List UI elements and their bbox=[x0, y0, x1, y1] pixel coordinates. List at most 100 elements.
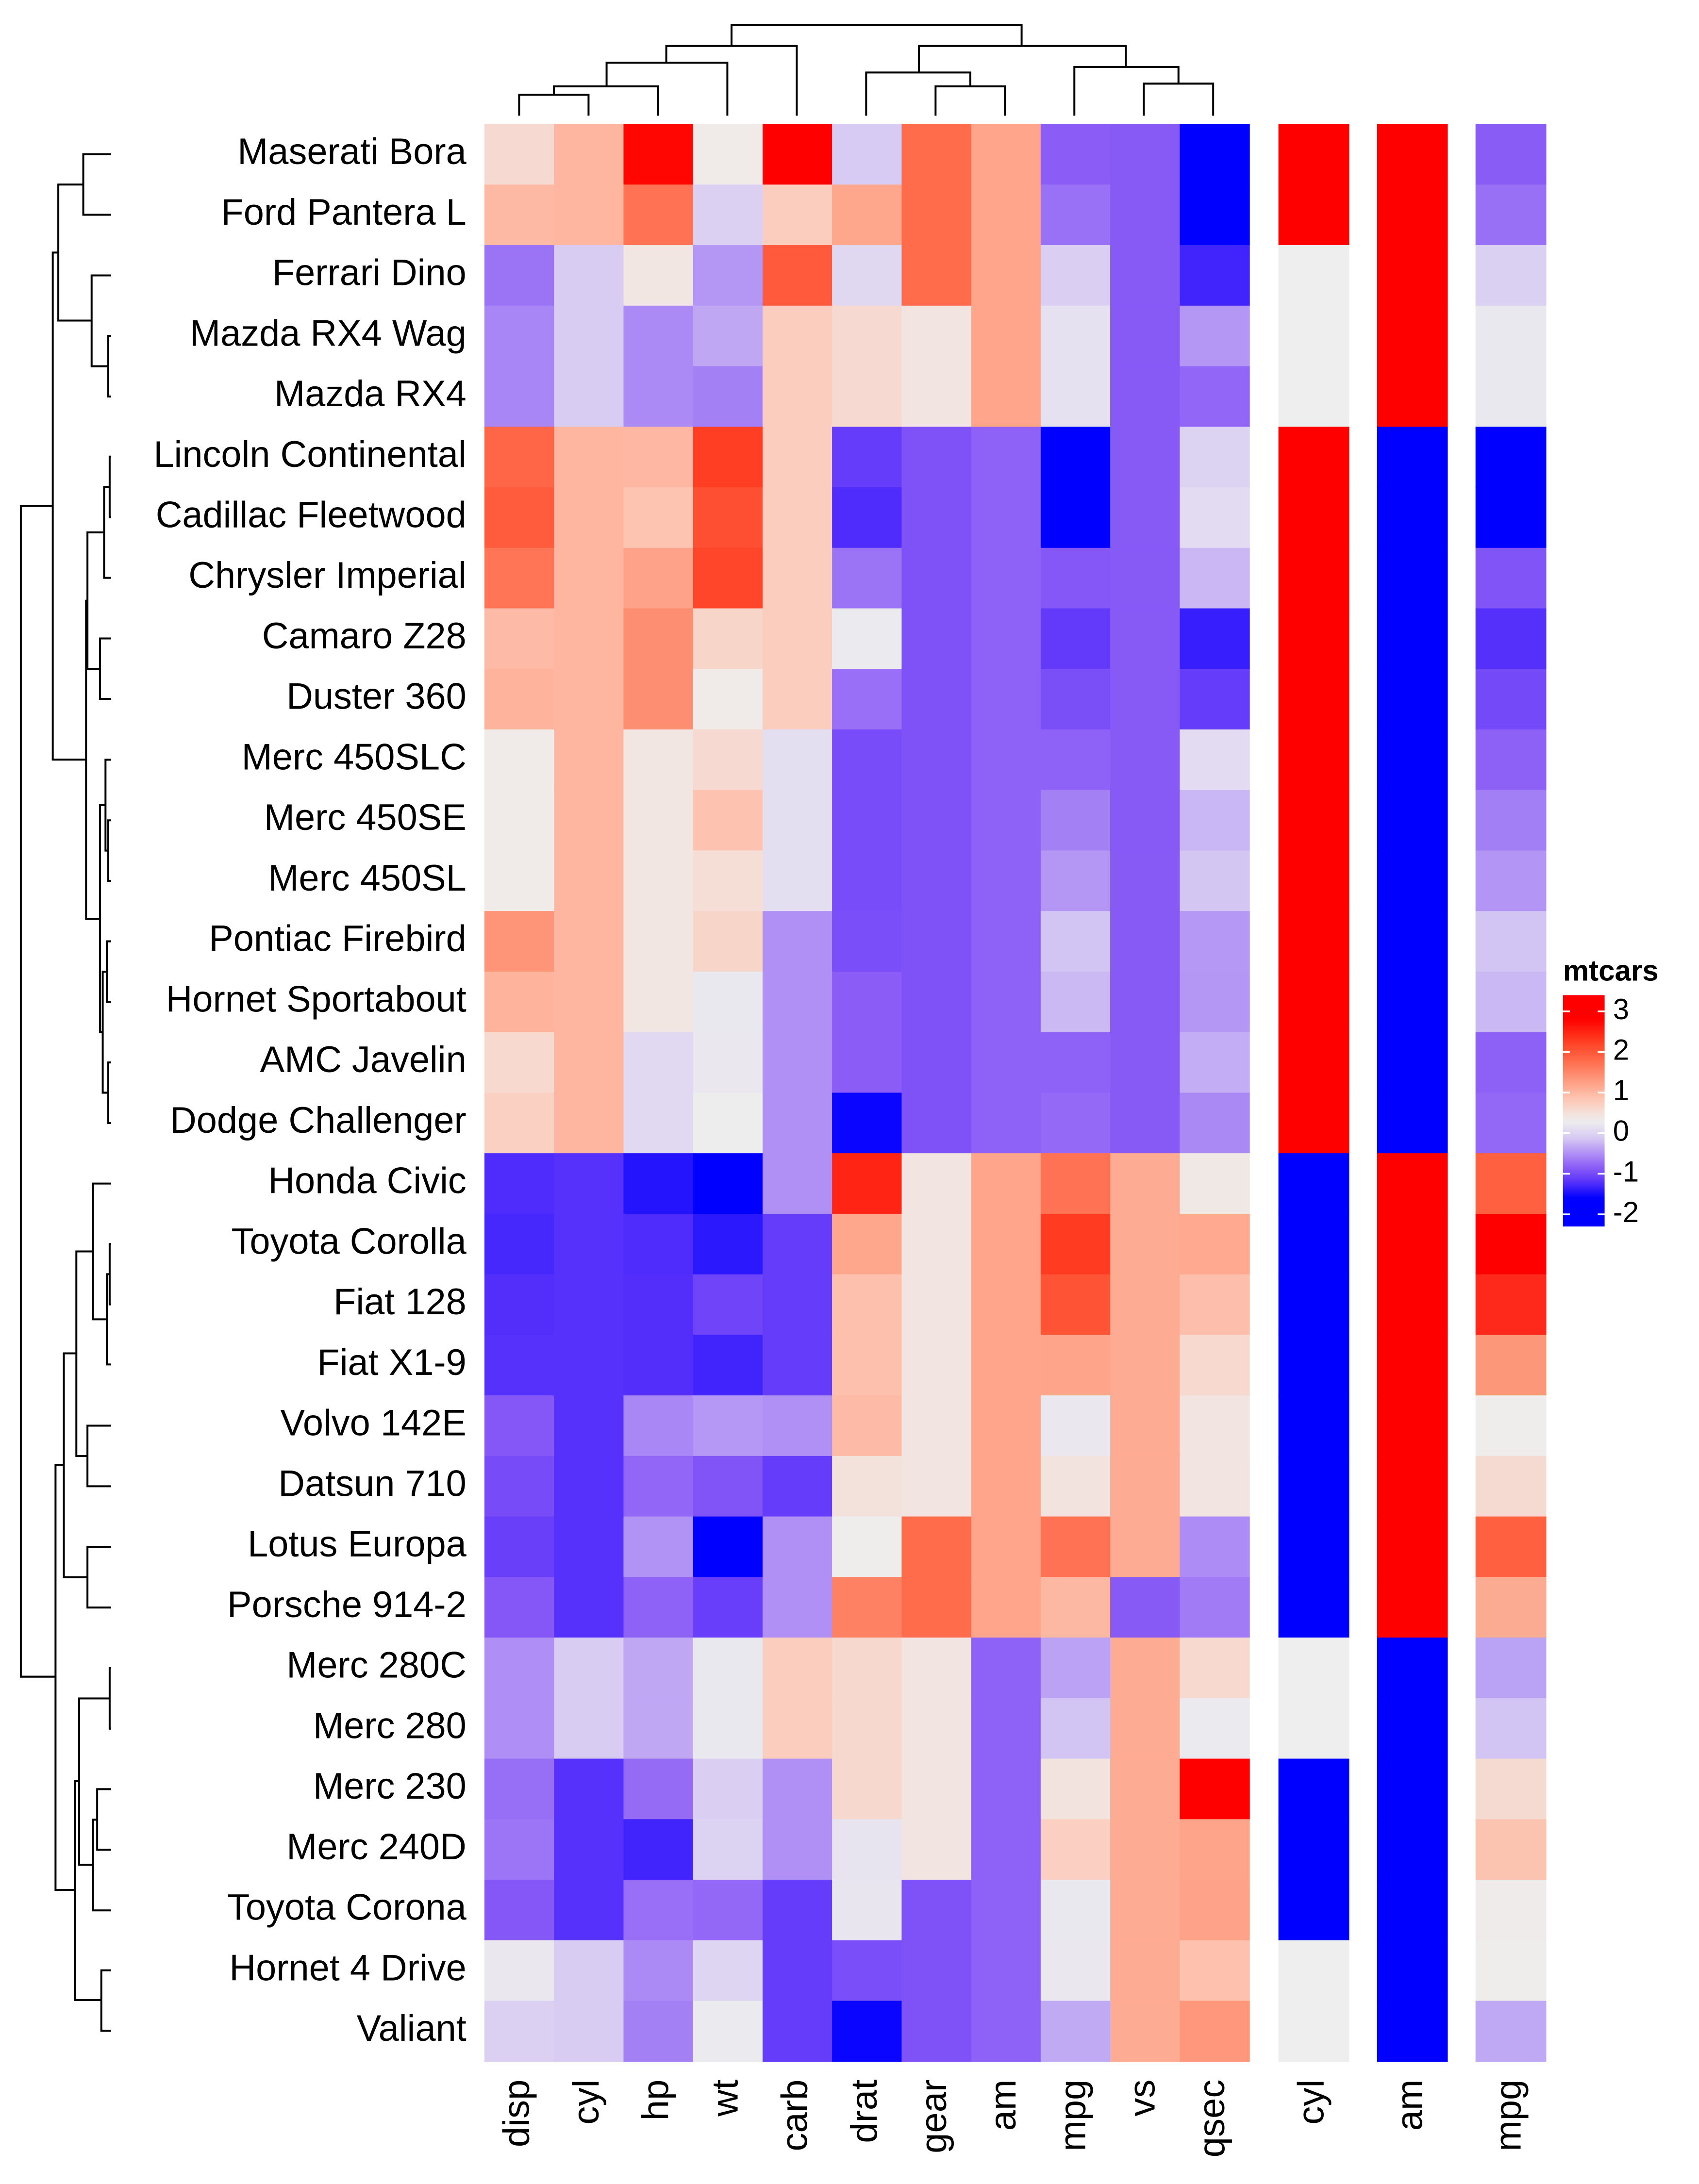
column-label: wt bbox=[704, 2080, 746, 2117]
annotation-cell bbox=[1278, 1395, 1349, 1457]
row-label: Toyota Corolla bbox=[232, 1221, 467, 1262]
row-label: Fiat 128 bbox=[333, 1281, 466, 1323]
heatmap-cell bbox=[1110, 1698, 1181, 1759]
heatmap-cell bbox=[554, 2001, 624, 2062]
heatmap-cell bbox=[484, 1092, 555, 1154]
heatmap-cell bbox=[832, 547, 902, 609]
heatmap-cell bbox=[554, 1092, 624, 1154]
annotation-cell bbox=[1377, 1092, 1448, 1154]
heatmap-cell bbox=[484, 1516, 555, 1578]
annotation-cell bbox=[1475, 1153, 1547, 1215]
heatmap-cell bbox=[971, 2001, 1041, 2062]
heatmap-cell bbox=[901, 729, 972, 791]
heatmap-cell bbox=[762, 305, 833, 367]
heatmap-cell bbox=[1110, 1335, 1181, 1396]
heatmap-cell bbox=[1110, 850, 1181, 912]
heatmap-cell bbox=[901, 1577, 972, 1638]
heatmap-cell bbox=[901, 366, 972, 428]
heatmap-cell bbox=[1110, 729, 1181, 791]
heatmap-cell bbox=[484, 1698, 555, 1759]
heatmap-cell bbox=[1110, 971, 1181, 1033]
heatmap-cell bbox=[1110, 1153, 1181, 1215]
annotation-cell bbox=[1278, 911, 1349, 973]
heatmap-cell bbox=[901, 1335, 972, 1396]
row-label: Mazda RX4 Wag bbox=[190, 313, 466, 354]
heatmap-cell bbox=[693, 1335, 764, 1396]
heatmap-cell bbox=[971, 1032, 1041, 1093]
heatmap-cell bbox=[1110, 1758, 1181, 1820]
heatmap-cell bbox=[971, 1516, 1041, 1578]
heatmap-cell bbox=[901, 427, 972, 488]
heatmap-cell bbox=[1040, 184, 1111, 246]
row-label: Toyota Corona bbox=[227, 1886, 467, 1928]
heatmap-cell bbox=[693, 608, 764, 670]
heatmap-cell bbox=[762, 1698, 833, 1759]
heatmap-cell bbox=[484, 1395, 555, 1457]
annotation-cell bbox=[1377, 729, 1448, 791]
annotation-cell bbox=[1475, 1577, 1547, 1638]
heatmap-cell bbox=[971, 729, 1041, 791]
heatmap-cell bbox=[554, 1032, 624, 1093]
heatmap-cell bbox=[554, 427, 624, 488]
annotation-cell bbox=[1377, 487, 1448, 548]
heatmap-cell bbox=[832, 1335, 902, 1396]
heatmap-cell bbox=[554, 729, 624, 791]
heatmap-cell bbox=[832, 487, 902, 548]
heatmap-cell bbox=[554, 245, 624, 306]
heatmap-cell bbox=[1040, 1213, 1111, 1275]
annotation-cell bbox=[1475, 547, 1547, 609]
heatmap-cell bbox=[901, 850, 972, 912]
heatmap-cell bbox=[1180, 2001, 1250, 2062]
heatmap-cell bbox=[484, 547, 555, 609]
heatmap-cell bbox=[1040, 245, 1111, 306]
legend-tick-label: 0 bbox=[1613, 1115, 1629, 1147]
heatmap-cell bbox=[832, 1516, 902, 1578]
heatmap-cell bbox=[484, 850, 555, 912]
heatmap-cell bbox=[901, 245, 972, 306]
heatmap-cell bbox=[1040, 1940, 1111, 2002]
annotation-label: am bbox=[1389, 2080, 1431, 2131]
annotation-label: cyl bbox=[1291, 2080, 1332, 2125]
annotation-cell bbox=[1377, 1274, 1448, 1336]
row-label: Fiat X1-9 bbox=[317, 1342, 466, 1383]
heatmap-cell bbox=[971, 1153, 1041, 1215]
heatmap-cell bbox=[832, 245, 902, 306]
heatmap-cell bbox=[1180, 608, 1250, 670]
heatmap-cell bbox=[1110, 1274, 1181, 1336]
annotation-cell bbox=[1377, 1577, 1448, 1638]
annotation-cell bbox=[1377, 608, 1448, 670]
annotation-cell bbox=[1377, 245, 1448, 306]
column-label: cyl bbox=[566, 2080, 607, 2125]
heatmap-cell bbox=[693, 1698, 764, 1759]
heatmap-cell bbox=[762, 1213, 833, 1275]
heatmap-cell bbox=[1180, 1335, 1250, 1396]
heatmap-cell bbox=[623, 1940, 694, 2002]
annotation-cell bbox=[1475, 245, 1547, 306]
heatmap-cell bbox=[832, 305, 902, 367]
row-label: Hornet Sportabout bbox=[166, 978, 466, 1020]
legend-tick-label: -2 bbox=[1613, 1196, 1639, 1228]
heatmap-cell bbox=[693, 669, 764, 730]
heatmap-cell bbox=[693, 790, 764, 851]
heatmap-cell bbox=[971, 427, 1041, 488]
annotation-cell bbox=[1377, 1516, 1448, 1578]
heatmap-cell bbox=[1040, 547, 1111, 609]
heatmap-cell bbox=[693, 1577, 764, 1638]
heatmap-cell bbox=[554, 366, 624, 428]
heatmap-cell bbox=[623, 1516, 694, 1578]
heatmap-cell bbox=[971, 1395, 1041, 1457]
heatmap-cell bbox=[623, 427, 694, 488]
heatmap-cell bbox=[623, 1456, 694, 1517]
heatmap-cell bbox=[1180, 1880, 1250, 1941]
heatmap-cell bbox=[1040, 1274, 1111, 1336]
heatmap-cell bbox=[971, 487, 1041, 548]
heatmap-cell bbox=[832, 850, 902, 912]
column-label: qsec bbox=[1191, 2080, 1233, 2158]
heatmap-cell bbox=[971, 608, 1041, 670]
annotation-cell bbox=[1278, 1153, 1349, 1215]
heatmap-cell bbox=[971, 1758, 1041, 1820]
row-label: Camaro Z28 bbox=[262, 615, 466, 657]
annotation-cell bbox=[1278, 1456, 1349, 1517]
heatmap-cell bbox=[832, 2001, 902, 2062]
heatmap-cell bbox=[1040, 305, 1111, 367]
